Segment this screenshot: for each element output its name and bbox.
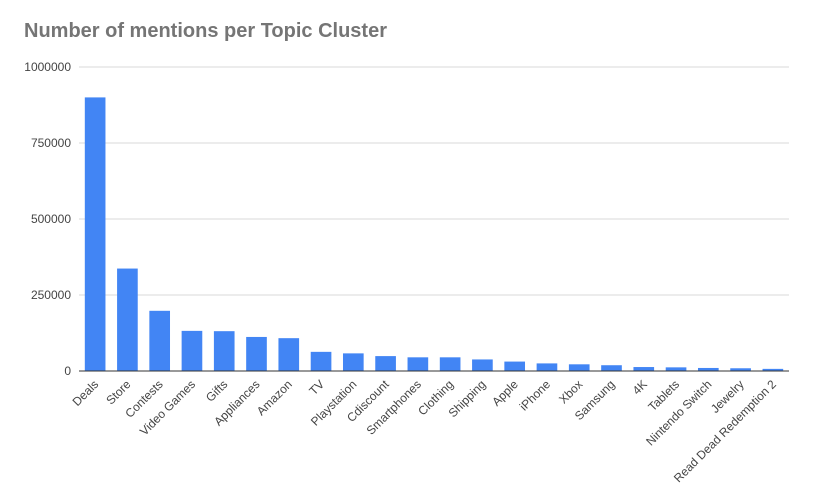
bar-amazon bbox=[278, 338, 300, 371]
y-tick-label: 1000000 bbox=[24, 60, 71, 74]
x-tick-label: Amazon bbox=[254, 377, 295, 418]
x-tick-label: Xbox bbox=[556, 377, 585, 406]
bar-tablets bbox=[665, 367, 687, 371]
bar-clothing bbox=[439, 357, 461, 371]
bar-video-games bbox=[181, 330, 203, 371]
y-axis-ticks: 0 250000 500000 750000 1000000 bbox=[24, 60, 71, 378]
y-tick-label: 750000 bbox=[31, 136, 71, 150]
bar-store bbox=[117, 268, 138, 371]
y-tick-label: 500000 bbox=[31, 212, 71, 226]
y-tick-label: 250000 bbox=[31, 288, 71, 302]
bars bbox=[84, 97, 784, 372]
x-tick-label: 4K bbox=[630, 377, 650, 397]
x-tick-label: TV bbox=[306, 377, 327, 398]
gridlines bbox=[79, 66, 789, 296]
chart-title: Number of mentions per Topic Cluster bbox=[24, 20, 387, 42]
bar-read-dead-redemption-2 bbox=[762, 368, 784, 371]
bar-contests bbox=[149, 310, 171, 371]
bar-tv bbox=[310, 351, 332, 371]
bar-smartphones bbox=[407, 357, 429, 371]
bar-4k bbox=[633, 367, 655, 371]
x-tick-label: Deals bbox=[70, 377, 102, 409]
bar-apple bbox=[504, 361, 526, 371]
bar-samsung bbox=[601, 365, 622, 371]
bar-xbox bbox=[568, 364, 590, 371]
y-tick-label: 0 bbox=[64, 364, 71, 378]
bar-appliances bbox=[246, 336, 267, 371]
x-tick-label: iPhone bbox=[517, 377, 554, 414]
x-tick-label: Gifts bbox=[203, 377, 230, 404]
bar-deals bbox=[84, 97, 106, 372]
bar-shipping bbox=[472, 359, 493, 371]
bar-playstation bbox=[342, 353, 364, 371]
bar-nintendo-switch bbox=[697, 367, 719, 371]
bar-cdiscount bbox=[375, 356, 396, 371]
bar-iphone bbox=[536, 363, 558, 371]
bar-gifts bbox=[213, 331, 235, 371]
bar-jewelry bbox=[730, 368, 751, 371]
